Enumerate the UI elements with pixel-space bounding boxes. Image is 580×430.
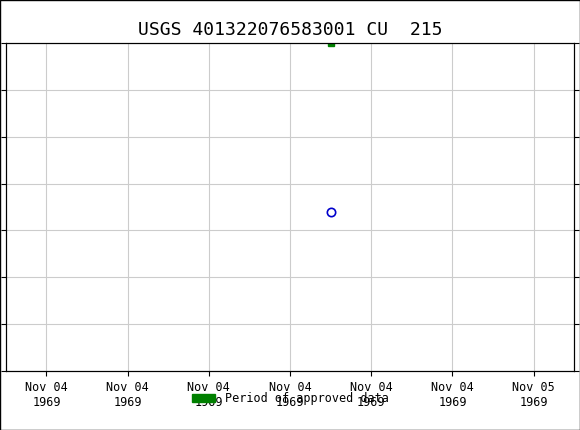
Title: USGS 401322076583001 CU  215: USGS 401322076583001 CU 215 — [138, 21, 443, 39]
Legend: Period of approved data: Period of approved data — [187, 387, 393, 410]
Text: ▓USGS: ▓USGS — [9, 12, 67, 35]
